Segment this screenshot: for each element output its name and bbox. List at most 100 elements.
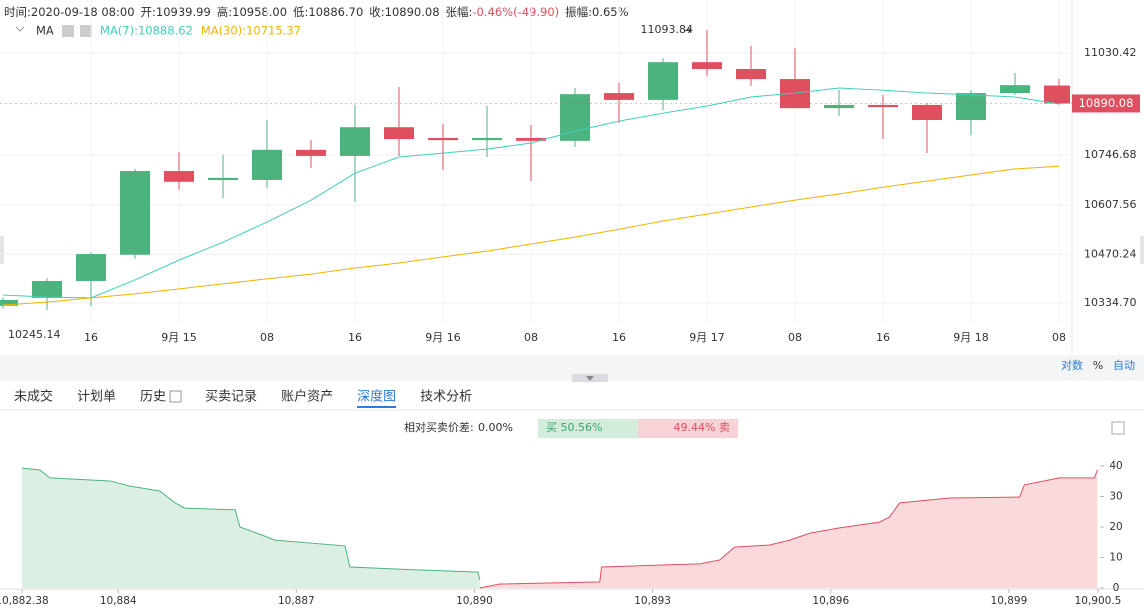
candle-body <box>824 104 854 109</box>
depth-area <box>479 469 1098 588</box>
sell-bar <box>638 419 738 438</box>
info-label: 低: <box>293 5 308 19</box>
y-tick-label: 10607.56 <box>1084 198 1137 211</box>
y-tick-label: 10470.24 <box>1084 247 1137 260</box>
info-value: 10958.00 <box>232 5 287 19</box>
x-tick-label: 9月 15 <box>161 331 197 344</box>
y-tick-label: 11030.42 <box>1084 46 1137 59</box>
x-tick-label: 16 <box>876 331 890 344</box>
x-tick-label: 10,887 <box>278 595 315 607</box>
ma-label: MA <box>36 24 54 38</box>
candle-body <box>340 127 370 156</box>
ma-line <box>2 87 1060 299</box>
close-icon[interactable] <box>80 25 92 37</box>
y-tick-label: 10 <box>1109 552 1122 564</box>
candle-body <box>648 62 678 100</box>
price-tag-label: 10890.08 <box>1079 96 1134 110</box>
info-label: 开: <box>141 5 156 19</box>
settings-icon[interactable] <box>62 25 74 37</box>
tab[interactable]: 历史 <box>140 390 166 405</box>
candle-body <box>164 171 194 182</box>
buy-bar <box>538 419 638 438</box>
axis-control[interactable]: 自动 <box>1113 359 1135 372</box>
info-label: 高: <box>217 5 232 19</box>
depth-line <box>479 469 1098 589</box>
axis-control[interactable]: 对数 <box>1061 358 1083 372</box>
buy-ratio: 买 50.56% <box>546 421 602 434</box>
x-tick-label: 16 <box>348 331 362 344</box>
x-tick-label: 10,893 <box>634 595 671 607</box>
plot <box>0 30 1070 311</box>
info-label: 振幅: <box>565 5 592 19</box>
tab[interactable]: 技术分析 <box>420 390 472 405</box>
candle-body <box>692 62 722 69</box>
info-value: 0.65% <box>592 5 629 19</box>
x-tick-label: 10,884 <box>100 595 137 607</box>
x-tick-label: 9月 16 <box>425 331 461 344</box>
x-tick-label: 08 <box>524 331 538 344</box>
candle-body <box>120 171 150 255</box>
candle-body <box>956 93 986 121</box>
collapse-icon[interactable] <box>15 26 25 32</box>
spread-label: 相对买卖价差: <box>404 420 474 434</box>
spread-value: 0.00% <box>478 421 513 434</box>
legend-entry: MA(30):10715.37 <box>201 24 301 38</box>
info-value: 10939.99 <box>156 5 211 19</box>
right-handle <box>1140 236 1144 264</box>
info-value: 2020-09-18 08:00 <box>31 5 135 19</box>
candle-body <box>296 149 326 156</box>
candle-body <box>560 94 590 141</box>
x-tick-label: 10,899 <box>991 595 1028 607</box>
tab[interactable]: 深度图 <box>357 389 396 405</box>
expand-icon[interactable] <box>1111 421 1125 435</box>
help-icon <box>169 390 182 403</box>
tab[interactable]: 账户资产 <box>281 389 333 405</box>
y-tick-label: 0 <box>1113 582 1120 594</box>
x-tick-label: 10,882.38 <box>0 595 49 607</box>
tab-underline <box>357 406 397 408</box>
high-arrow <box>684 27 692 34</box>
info-label: 时间: <box>4 5 31 19</box>
candle-body <box>1000 85 1030 94</box>
tab[interactable]: 未成交 <box>14 389 53 405</box>
y-tick-label: 20 <box>1109 521 1122 533</box>
candle-body <box>912 104 942 121</box>
y-tick-label: 40 <box>1109 460 1122 472</box>
sell-ratio: 49.44% 卖 <box>674 421 730 434</box>
left-handle <box>0 236 4 264</box>
info-value: -0.46%(-49.90) <box>472 5 559 19</box>
legend-entry: MA(7):10888.62 <box>100 24 193 38</box>
axis-control[interactable]: % <box>1093 359 1103 372</box>
x-tick-label: 10,896 <box>812 595 849 607</box>
info-value: 10890.08 <box>385 5 440 19</box>
x-tick-label: 9月 17 <box>689 331 725 344</box>
x-tick-label: 08 <box>1052 331 1066 344</box>
candle-body <box>252 149 282 181</box>
tab[interactable]: 计划单 <box>77 390 116 405</box>
y-tick-label: 10746.68 <box>1084 148 1137 161</box>
tab[interactable]: 买卖记录 <box>205 390 257 405</box>
low-marker: 10245.14 <box>8 328 61 341</box>
candle-body <box>0 300 18 306</box>
candle-body <box>428 137 458 141</box>
candle-body <box>208 177 238 181</box>
y-tick-label: 10334.70 <box>1084 296 1137 309</box>
high-marker: 11093.84 <box>641 23 694 36</box>
info-label: 张幅: <box>446 5 473 19</box>
info-value: 10886.70 <box>308 5 363 19</box>
ma-line <box>2 165 1060 306</box>
candle-body <box>604 93 634 100</box>
candle-body <box>868 104 898 108</box>
y-tick-label: 30 <box>1109 491 1122 503</box>
x-tick-label: 10,900.5 <box>1075 595 1122 607</box>
candle-body <box>516 137 546 141</box>
info-label: 收: <box>369 5 384 19</box>
candle-body <box>384 127 414 140</box>
depth-area <box>22 468 480 588</box>
candle-body <box>76 254 106 281</box>
x-tick-label: 16 <box>84 331 98 344</box>
price-tag <box>1072 94 1140 113</box>
info-line: 时间:2020-09-18 08:00 开:10939.99 高:10958.00 低… <box>4 5 629 19</box>
candle-body <box>736 68 766 80</box>
